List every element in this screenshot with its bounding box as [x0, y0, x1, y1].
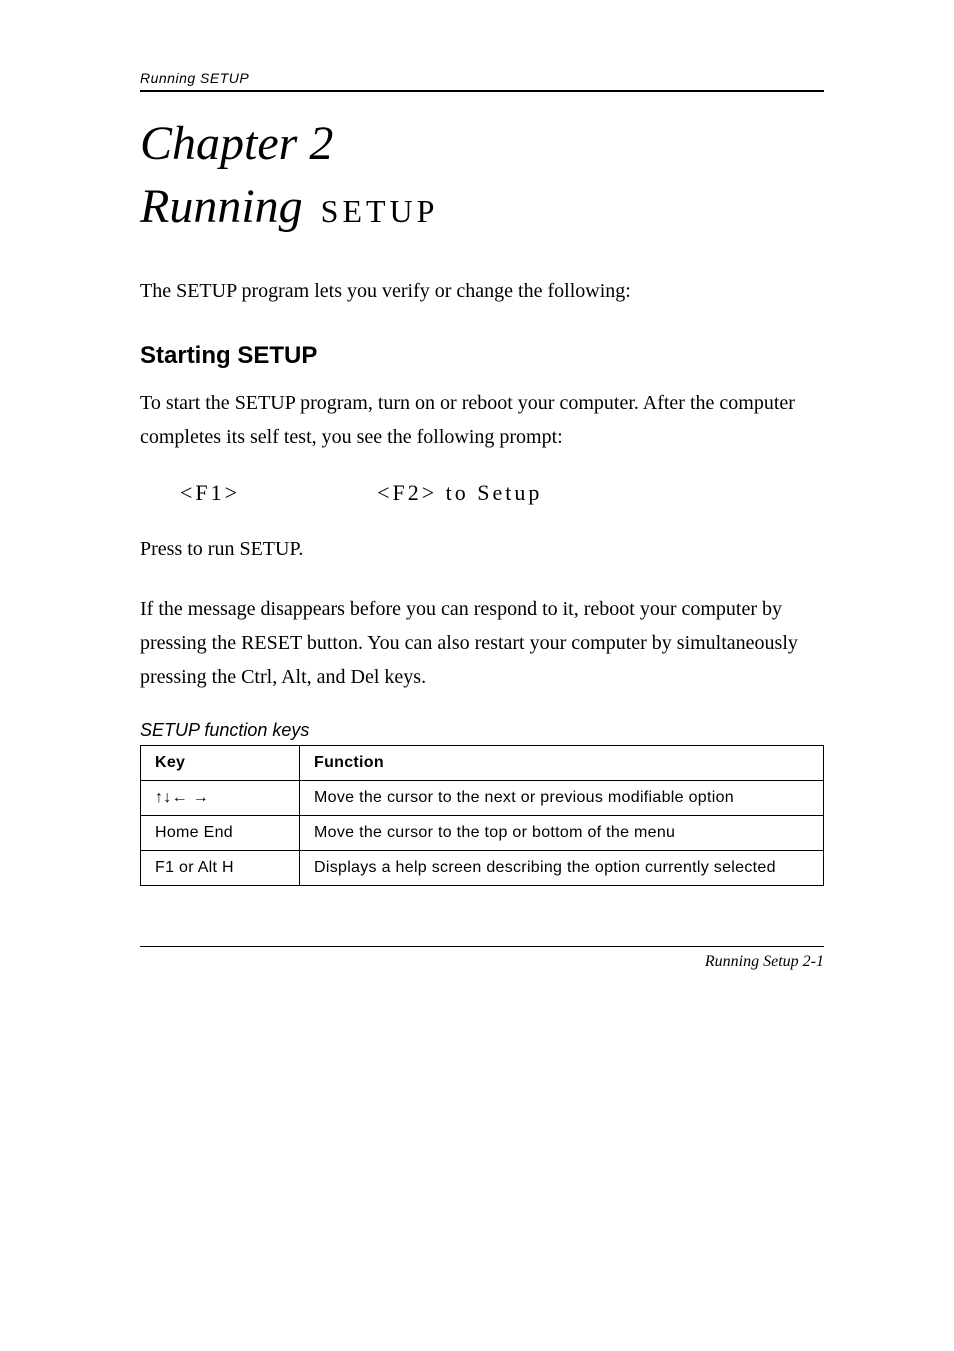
table-cell-func: Move the cursor to the top or bottom of … — [300, 816, 824, 851]
table-row: Home End Move the cursor to the top or b… — [141, 816, 824, 851]
prompt-line: <F1> <F2> to Setup — [180, 480, 824, 506]
press-line-before: Press — [140, 538, 187, 560]
chapter-title: Running SETUP — [140, 179, 824, 234]
press-line: Press to run SETUP. — [140, 532, 824, 566]
table-header-key: Key — [141, 746, 300, 781]
table-caption: SETUP function keys — [140, 720, 824, 741]
prompt-f1: <F1> — [180, 480, 240, 505]
table-row: ↑↓← → Move the cursor to the next or pre… — [141, 781, 824, 816]
chapter-number: Chapter 2 — [140, 116, 824, 171]
section-heading-starting: Starting SETUP — [140, 342, 824, 370]
chapter-title-prefix: Running — [140, 179, 303, 234]
prompt-f2: <F2> to Setup — [377, 480, 542, 505]
intro-paragraph: The SETUP program lets you verify or cha… — [140, 274, 824, 308]
running-head: Running SETUP — [140, 70, 824, 92]
page-footer: Running Setup 2-1 — [140, 946, 824, 971]
starting-paragraph: To start the SETUP program, turn on or r… — [140, 386, 824, 454]
table-cell-key: Home End — [141, 816, 300, 851]
table-cell-key: F1 or Alt H — [141, 851, 300, 886]
table-header-function: Function — [300, 746, 824, 781]
table-cell-func: Displays a help screen describing the op… — [300, 851, 824, 886]
page-container: Running SETUP Chapter 2 Running SETUP Th… — [0, 0, 954, 1011]
note-paragraph: If the message disappears before you can… — [140, 592, 824, 694]
table-header-row: Key Function — [141, 746, 824, 781]
table-cell-func: Move the cursor to the next or previous … — [300, 781, 824, 816]
table-row: F1 or Alt H Displays a help screen descr… — [141, 851, 824, 886]
table-cell-key: ↑↓← → — [141, 781, 300, 816]
chapter-title-setup: SETUP — [321, 193, 439, 230]
press-line-after: to run SETUP. — [187, 538, 303, 560]
function-keys-table: Key Function ↑↓← → Move the cursor to th… — [140, 745, 824, 886]
